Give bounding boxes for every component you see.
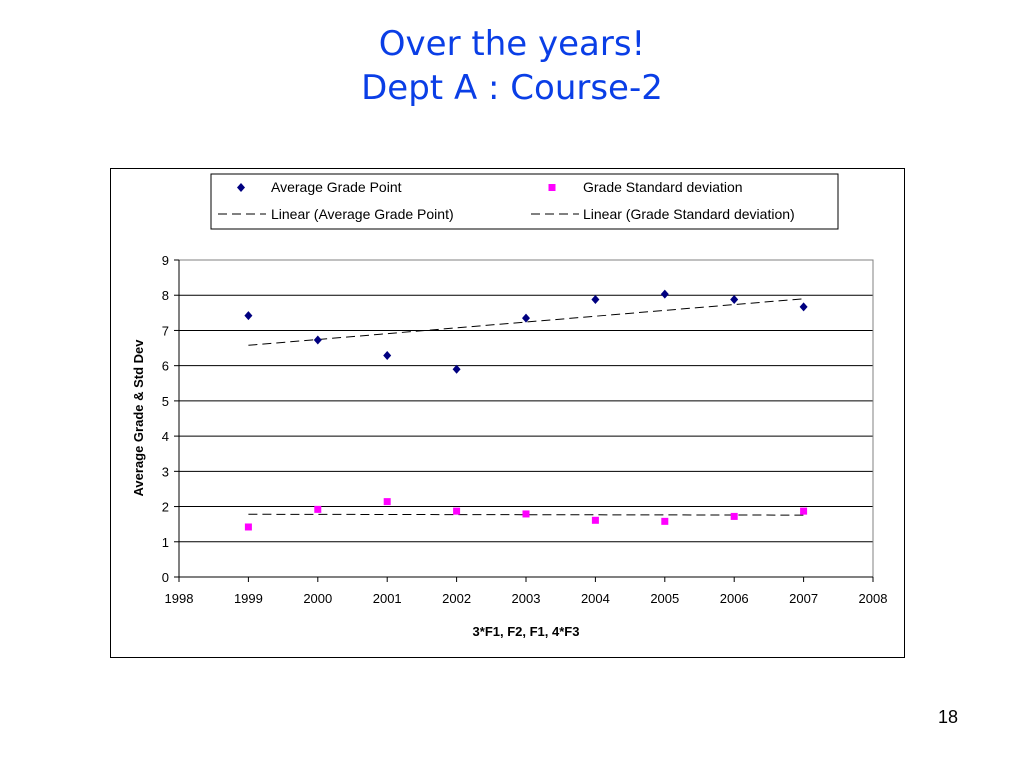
y-tick-label: 4	[162, 429, 169, 444]
point-average-grade	[660, 289, 669, 299]
point-std-dev	[522, 510, 530, 518]
legend-box	[210, 173, 839, 230]
point-std-dev	[453, 507, 461, 515]
plot-area	[178, 259, 874, 578]
trendline-average-grade	[248, 298, 804, 346]
chart-frame: Average Grade Point Grade Standard deviat…	[110, 168, 905, 658]
legend-marker-average-grade	[237, 183, 245, 192]
y-tick-label: 2	[162, 500, 169, 515]
y-axis-label: Average Grade & Std Dev	[131, 339, 146, 497]
y-tick-label: 0	[162, 570, 169, 585]
axes: 0 1 2 3 4 5 6 7 8 9 1998 1999 2000 2001 2002 2003 2004 20…	[162, 253, 888, 606]
y-tick-label: 5	[162, 394, 169, 409]
x-tick-label: 2003	[512, 591, 541, 606]
slide-title: Over the years! Dept A : Course-2	[0, 22, 1024, 110]
chart-svg: Average Grade Point Grade Standard deviat…	[131, 173, 888, 639]
x-tick-label: 2004	[581, 591, 610, 606]
point-average-grade	[799, 302, 808, 312]
x-tick-label: 2000	[303, 591, 332, 606]
point-average-grade	[383, 350, 392, 360]
grid-lines	[179, 259, 873, 543]
legend-label-trend-std: Linear (Grade Standard deviation)	[583, 206, 795, 222]
x-tick-label: 2001	[373, 591, 402, 606]
point-std-dev	[661, 517, 669, 525]
x-tick-label: 2002	[442, 591, 471, 606]
point-average-grade	[313, 335, 322, 345]
x-tick-label: 2006	[720, 591, 749, 606]
legend-label-average-grade: Average Grade Point	[271, 179, 402, 195]
x-tick-label: 2008	[859, 591, 888, 606]
legend-marker-std-dev	[548, 184, 556, 191]
point-average-grade	[730, 294, 739, 304]
legend-label-std-dev: Grade Standard deviation	[583, 179, 743, 195]
y-tick-label: 8	[162, 288, 169, 303]
point-std-dev	[383, 498, 391, 506]
data-points	[244, 289, 808, 531]
point-std-dev	[244, 523, 252, 531]
point-std-dev	[730, 512, 738, 520]
legend: Average Grade Point Grade Standard deviat…	[218, 179, 795, 222]
y-tick-label: 3	[162, 464, 169, 479]
x-tick-label: 2005	[650, 591, 679, 606]
point-average-grade	[522, 313, 530, 323]
x-tick-label: 1999	[234, 591, 263, 606]
page-number: 18	[938, 707, 959, 727]
y-tick-label: 6	[162, 359, 169, 374]
x-axis-label: 3*F1, F2, F1, 4*F3	[473, 624, 580, 639]
y-tick-label: 1	[162, 535, 169, 550]
point-std-dev	[314, 505, 322, 513]
legend-label-trend-average: Linear (Average Grade Point)	[271, 206, 454, 222]
slide-title-line2: Dept A : Course-2	[361, 68, 663, 108]
trendlines	[248, 298, 804, 516]
y-tick-label: 7	[162, 323, 169, 338]
point-std-dev	[591, 516, 599, 524]
slide-title-line1: Over the years!	[378, 24, 646, 64]
point-average-grade	[452, 364, 461, 374]
x-tick-label: 1998	[165, 591, 194, 606]
trendline-std-dev	[248, 513, 804, 516]
point-average-grade	[244, 311, 253, 321]
point-std-dev	[800, 507, 808, 515]
point-average-grade	[591, 294, 600, 304]
x-tick-label: 2007	[789, 591, 818, 606]
y-tick-label: 9	[162, 253, 169, 268]
